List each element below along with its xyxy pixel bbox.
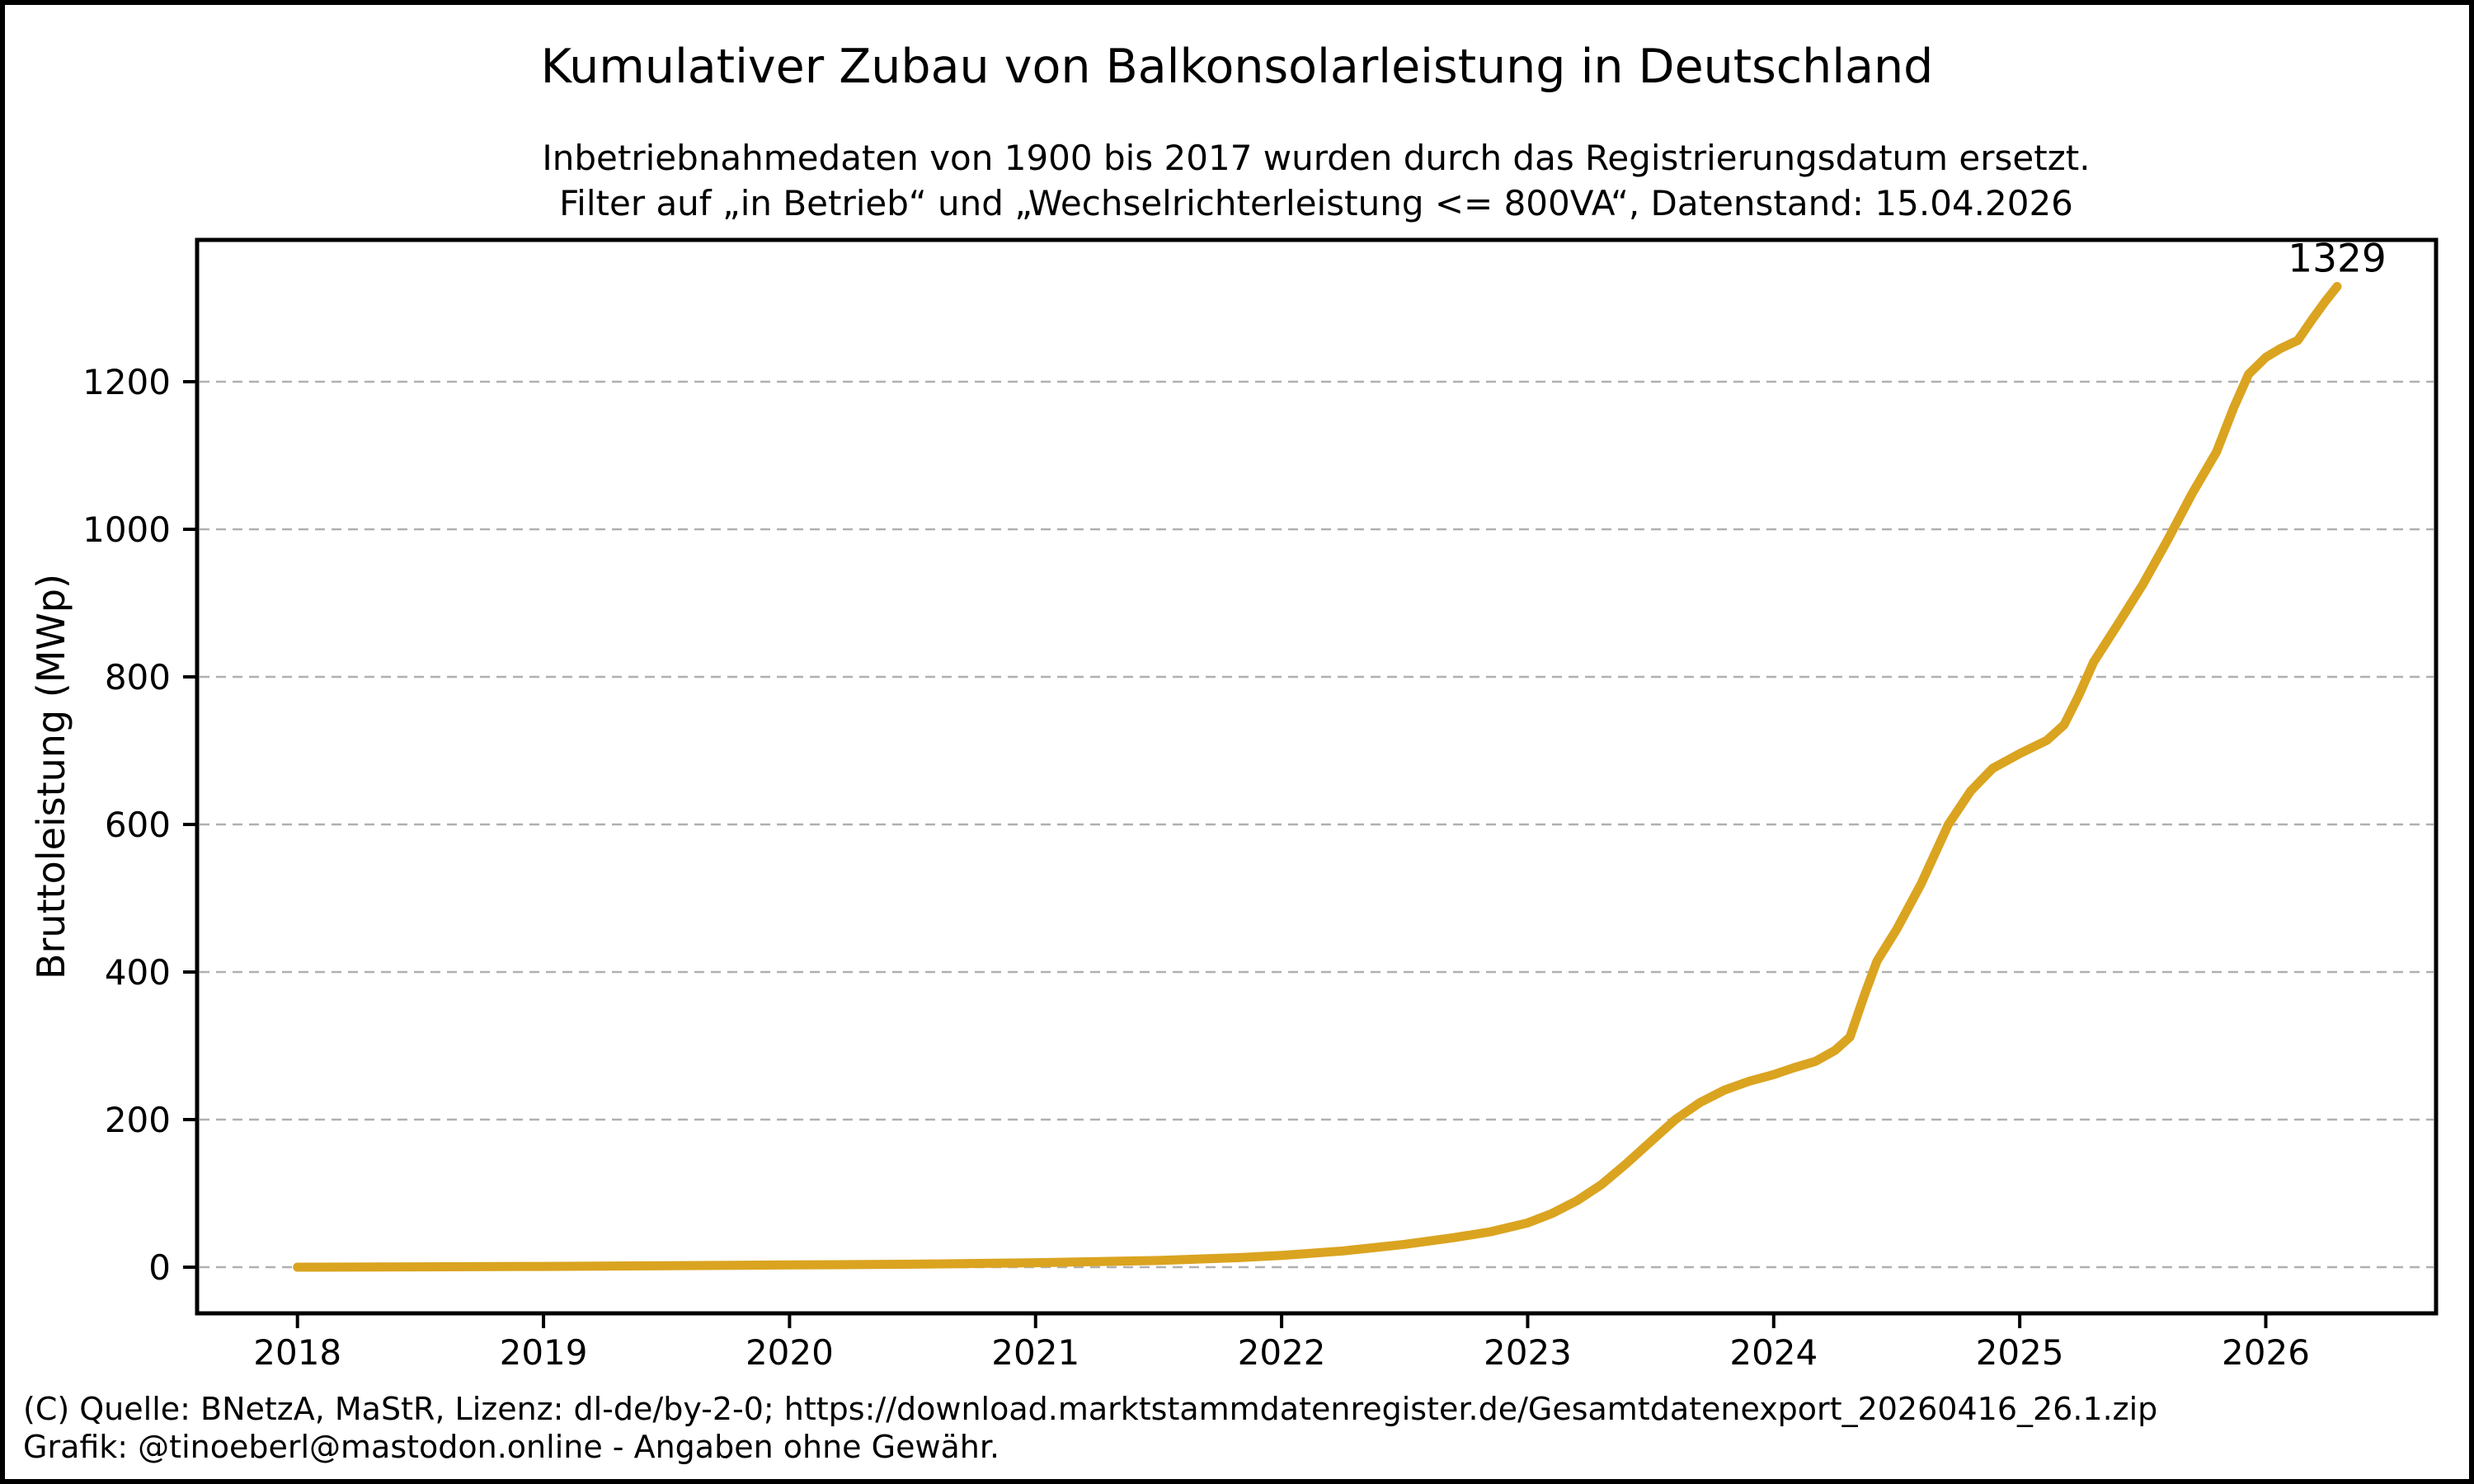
y-tick-label-400: 400 bbox=[105, 952, 171, 993]
chart-subtitle-line2: Filter auf „in Betrieb“ und „Wechselrich… bbox=[559, 183, 2073, 223]
chart-title: Kumulativer Zubau von Balkonsolarleistun… bbox=[541, 40, 1934, 94]
x-tick-label-2020: 2020 bbox=[745, 1332, 834, 1373]
y-tick-label-800: 800 bbox=[105, 657, 171, 697]
plot-frame bbox=[195, 237, 2439, 1316]
x-tick-label-2026: 2026 bbox=[2222, 1332, 2310, 1373]
series-line-balkonsolar bbox=[293, 282, 2342, 1272]
y-tick-label-1200: 1200 bbox=[82, 362, 171, 402]
x-tick-label-2019: 2019 bbox=[500, 1332, 588, 1373]
chart-subtitle-line1: Inbetriebnahmedaten von 1900 bis 2017 wu… bbox=[542, 138, 2090, 178]
y-axis-label: Bruttoleistung (MWp) bbox=[29, 574, 73, 979]
y-axis-ticks bbox=[183, 380, 197, 1269]
x-tick-label-2023: 2023 bbox=[1484, 1332, 1572, 1373]
x-axis-tick-labels: 2018 2019 2020 2021 2022 2023 2024 2025 2026 bbox=[253, 1332, 2310, 1373]
y-axis-tick-labels: 0 200 400 600 800 1000 1200 bbox=[82, 362, 171, 1288]
endpoint-value-annotation: 1329 bbox=[2288, 237, 2387, 282]
x-tick-label-2024: 2024 bbox=[1729, 1332, 1818, 1373]
footer-credit-line: Grafik: @tinoeberl@mastodon.online - Ang… bbox=[23, 1429, 999, 1465]
footer-source-line: (C) Quelle: BNetzA, MaStR, Lizenz: dl-de… bbox=[23, 1391, 2157, 1427]
x-tick-label-2021: 2021 bbox=[991, 1332, 1079, 1373]
x-tick-label-2025: 2025 bbox=[1976, 1332, 2064, 1373]
y-tick-label-200: 200 bbox=[105, 1100, 171, 1140]
y-tick-label-600: 600 bbox=[105, 805, 171, 845]
x-tick-label-2018: 2018 bbox=[253, 1332, 341, 1373]
y-tick-label-0: 0 bbox=[148, 1247, 171, 1288]
x-axis-ticks bbox=[295, 1313, 2268, 1328]
y-tick-label-1000: 1000 bbox=[82, 510, 171, 550]
x-tick-label-2022: 2022 bbox=[1238, 1332, 1326, 1373]
